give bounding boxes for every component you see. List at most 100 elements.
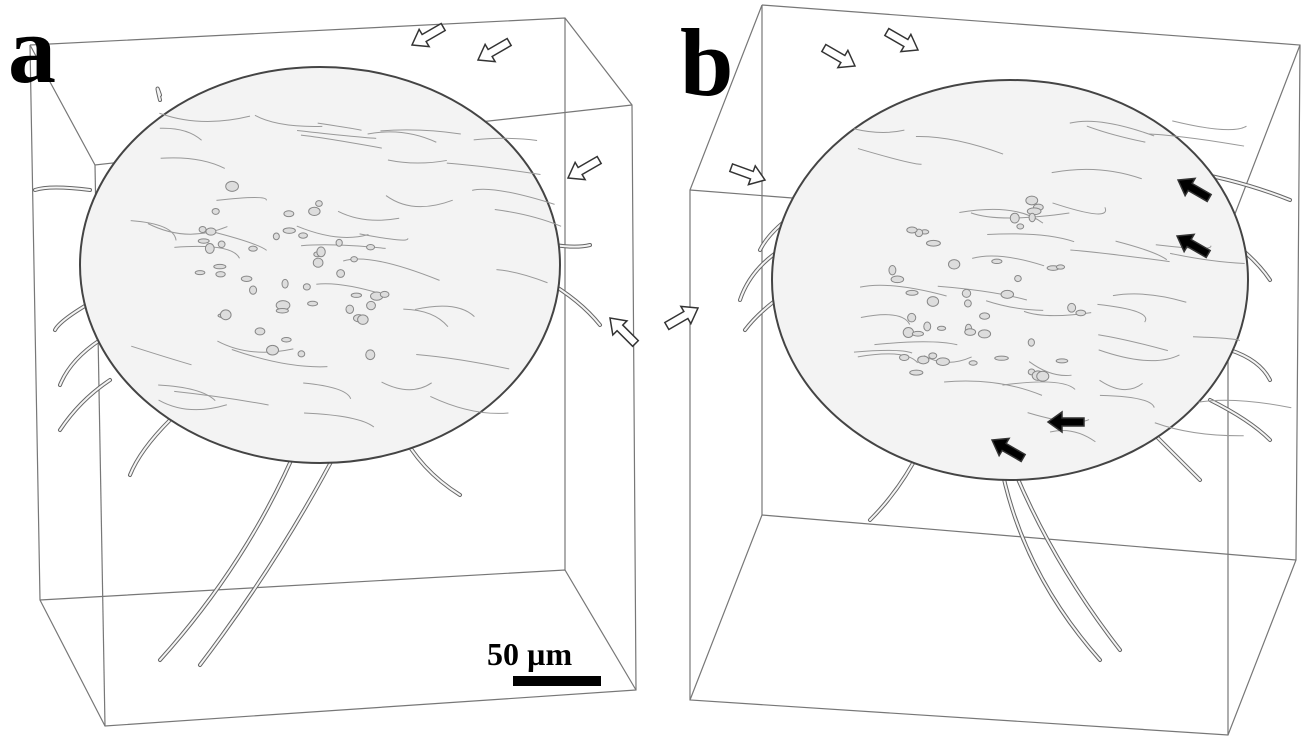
arrow-shape (882, 23, 923, 58)
texture-pit (912, 331, 923, 336)
texture-pit (216, 272, 225, 277)
seta-inner (1010, 460, 1120, 650)
texture-pit (380, 291, 389, 297)
box-edge (40, 570, 636, 690)
texture-pit (351, 293, 361, 297)
texture-pit (962, 289, 970, 297)
texture-pit (1068, 303, 1076, 312)
texture-pit (1029, 213, 1035, 221)
texture-pit (924, 322, 931, 331)
texture-pit (299, 233, 308, 238)
panel-label: a (8, 0, 56, 103)
texture-pit (336, 239, 342, 246)
texture-pit (978, 330, 990, 338)
texture-pit (936, 358, 949, 366)
texture-pit (255, 328, 265, 335)
arrow-shape (662, 299, 703, 334)
texture-pit (226, 181, 239, 191)
texture-pit (1076, 310, 1086, 316)
mite-body (772, 80, 1248, 480)
arrow (662, 299, 703, 334)
texture-pit (273, 233, 279, 240)
texture-pit (298, 351, 305, 357)
texture-pit (367, 301, 376, 309)
texture-pit (891, 276, 904, 283)
seta (130, 420, 170, 475)
arrow (473, 33, 514, 68)
texture-pit (1028, 339, 1034, 346)
seta-inner (200, 445, 340, 665)
texture-pit (308, 301, 318, 306)
panel-label: b (680, 9, 733, 116)
seta (1230, 350, 1270, 380)
texture-pit (903, 328, 913, 338)
texture-pit (929, 353, 937, 359)
texture-pit (1017, 224, 1024, 229)
texture-pit (316, 201, 323, 207)
texture-pit (992, 259, 1002, 263)
texture-pit (889, 265, 896, 274)
texture-pit (346, 305, 354, 313)
arrow (407, 18, 448, 53)
texture-pit (367, 244, 375, 249)
panel-b: b (680, 5, 1300, 735)
arrow-shape (473, 33, 514, 68)
texture-pit (1037, 371, 1049, 381)
seta (200, 445, 340, 665)
texture-pit (284, 211, 294, 217)
texture-pit (965, 329, 976, 336)
texture-pit (948, 260, 959, 269)
texture-pit (1056, 265, 1064, 269)
arrow (882, 23, 923, 58)
texture-pit (220, 310, 231, 320)
texture-pit (980, 313, 990, 319)
texture-pit (214, 264, 226, 268)
texture-pit (969, 361, 977, 365)
texture-pit (282, 279, 288, 288)
panel-a: a 50 µm (8, 0, 636, 726)
arrow-shape (407, 18, 448, 53)
seta (60, 380, 110, 430)
texture-pit (906, 290, 918, 295)
texture-pit (908, 313, 916, 321)
texture-pit (205, 244, 214, 254)
seta-inner (1230, 350, 1270, 380)
texture-pit (218, 241, 225, 247)
texture-pit (937, 326, 945, 330)
texture-pit (276, 308, 288, 313)
texture-pit (910, 370, 923, 375)
seta-inner (1000, 460, 1100, 660)
texture-pit (212, 208, 219, 214)
texture-pit (309, 207, 320, 215)
seta (1000, 460, 1100, 660)
texture-pit (1001, 290, 1014, 298)
texture-pit (927, 297, 938, 307)
texture-pit (249, 246, 258, 251)
texture-pit (241, 276, 252, 281)
texture-pit (337, 270, 345, 278)
texture-pit (267, 345, 279, 355)
texture-pit (250, 286, 257, 294)
arrow-shape (819, 39, 860, 74)
figure: a 50 µm b (0, 0, 1304, 740)
scale-bar-label: 50 µm (487, 636, 572, 672)
texture-pit (907, 227, 917, 233)
texture-pit (313, 258, 323, 267)
texture-pit (964, 300, 971, 307)
texture-pit (282, 337, 292, 342)
arrow (563, 151, 604, 186)
seta (1210, 400, 1270, 440)
texture-line (1172, 121, 1246, 130)
texture-pit (358, 315, 369, 324)
texture-pit (995, 356, 1009, 360)
texture-pit (351, 257, 358, 262)
texture-pit (199, 227, 206, 233)
seta-inner (60, 340, 100, 385)
texture-pit (206, 228, 216, 235)
texture-pit (1015, 275, 1022, 281)
texture-pit (283, 228, 295, 234)
texture-pit (198, 239, 209, 243)
texture-pit (918, 356, 929, 364)
arrow (603, 311, 643, 351)
texture-pit (195, 271, 205, 275)
